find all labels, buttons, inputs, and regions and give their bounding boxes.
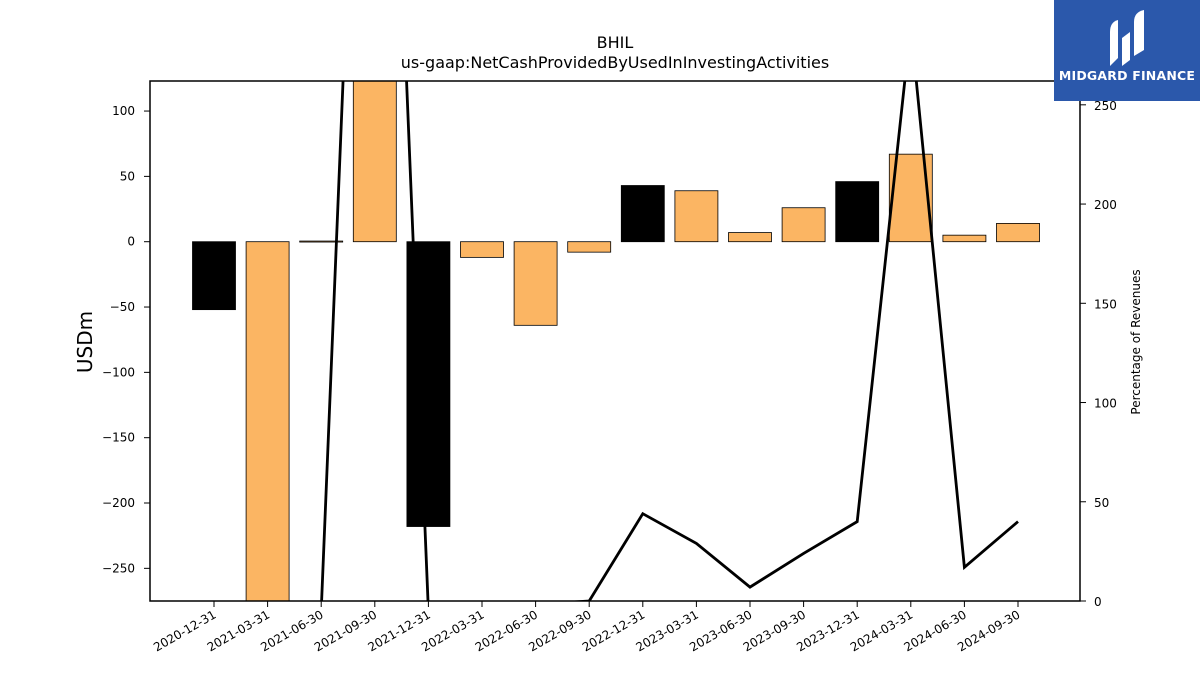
y2-tick-label: 250 <box>1094 99 1117 113</box>
bar-2024-09-30 <box>996 223 1040 243</box>
y2-tick-label: 200 <box>1094 198 1117 212</box>
y-tick-label: 100 <box>112 104 135 118</box>
bar-2023-12-31 <box>835 181 880 243</box>
y2-tick-label: 50 <box>1094 496 1109 510</box>
line-group <box>320 81 1019 601</box>
bar-2023-09-30 <box>781 207 826 243</box>
revenue-percentage-line <box>320 81 1019 601</box>
bar-2022-12-31 <box>620 185 665 243</box>
bar-2024-06-30 <box>942 234 987 243</box>
bar-2020-12-31 <box>192 241 236 311</box>
bar-group <box>192 81 1040 601</box>
logo-mark-icon <box>1110 10 1144 66</box>
y-tick-label: −100 <box>102 365 135 379</box>
y2-tick-label: 0 <box>1094 595 1102 609</box>
bar-2022-03-31 <box>460 241 504 258</box>
chart-subtitle: us-gaap:NetCashProvidedByUsedInInvesting… <box>401 53 829 72</box>
y-tick-label: −50 <box>110 300 135 314</box>
bar-2023-03-31 <box>674 190 719 243</box>
bar-2022-09-30 <box>567 241 612 253</box>
y-tick-label: 0 <box>127 235 135 249</box>
y-tick-label: 50 <box>120 169 135 183</box>
midgard-finance-logo: MIDGARD FINANCE <box>1054 0 1200 101</box>
bar-2021-09-30 <box>352 81 397 243</box>
bar-2023-06-30 <box>728 232 772 243</box>
y-axis-label: USDm <box>73 311 97 373</box>
y-tick-label: −250 <box>102 561 135 575</box>
logo-text: MIDGARD FINANCE <box>1058 68 1196 83</box>
y2-tick-label: 150 <box>1094 297 1117 311</box>
y2-tick-label: 100 <box>1094 397 1117 411</box>
y-tick-label: −150 <box>102 431 135 445</box>
bar-2021-06-30 <box>299 240 344 243</box>
bar-2021-12-31 <box>406 241 451 527</box>
y2-axis-label: Percentage of Revenues <box>1129 269 1143 414</box>
bar-2022-06-30 <box>513 241 558 326</box>
bar-2021-03-31 <box>245 241 290 601</box>
chart-title: BHIL <box>597 33 634 52</box>
y-tick-label: −200 <box>102 496 135 510</box>
plot-frame <box>149 80 1081 602</box>
